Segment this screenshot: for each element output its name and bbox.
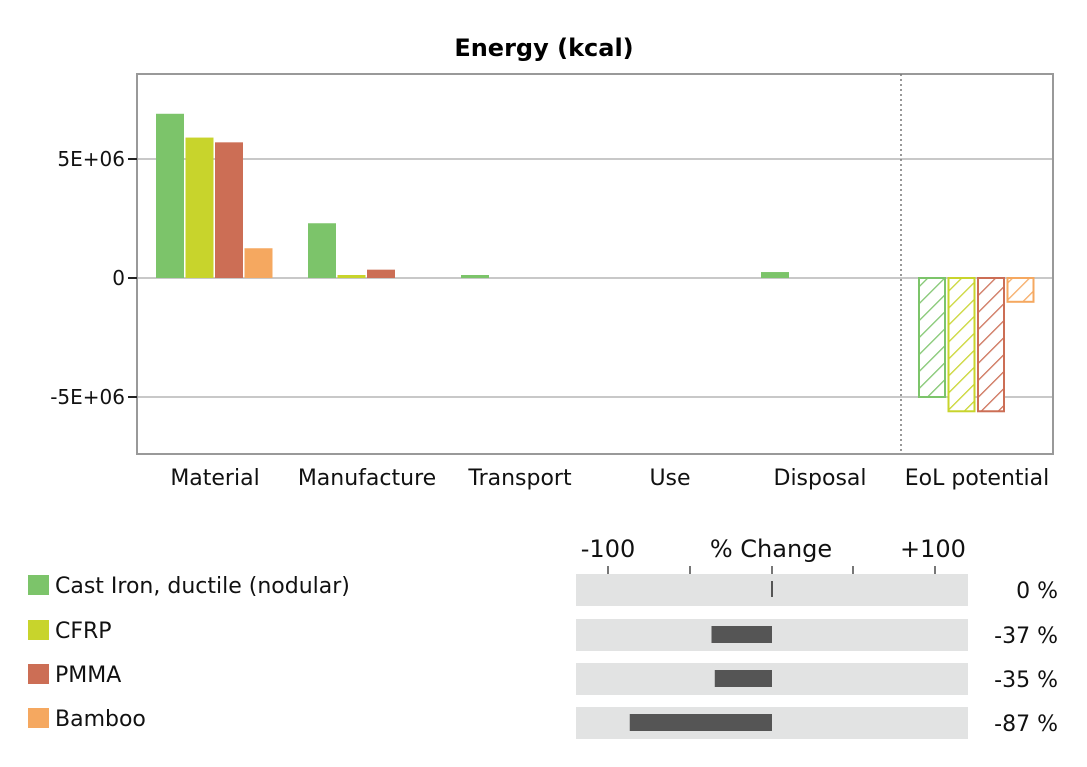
legend-swatch [28,575,49,595]
pct-value-label: -35 % [994,668,1058,693]
y-axis: 5E+06 0 -5E+06 [50,147,137,409]
x-category-label: Use [649,466,690,491]
x-category-label: Disposal [774,466,867,491]
percent-change-panel: -100 % Change +100 0 % -37 % -35 % -87 % [576,535,1058,739]
bar-material-0 [156,113,184,278]
pct-bar [714,670,772,687]
bar-material-3 [244,248,273,278]
bars [156,113,1035,413]
bar-disposal-0 [761,272,789,278]
bar-eol-potential-3 [1006,277,1035,303]
legend-swatch [28,620,49,640]
bar-eol-potential-2 [977,277,1005,413]
pct-value-label: -37 % [994,624,1058,649]
y-tick-label: 0 [112,266,125,290]
x-category-label: Manufacture [298,466,436,491]
legend: Cast Iron, ductile (nodular) CFRP PMMA Bamb… [28,574,350,732]
pct-min-label: -100 [581,535,635,563]
legend-label: Cast Iron, ductile (nodular) [55,574,350,599]
legend-label: CFRP [55,619,112,644]
x-category-label: EoL potential [905,466,1049,491]
bar-material-1 [185,137,214,278]
grid-lines [137,158,1053,398]
pct-value-label: 0 % [1016,579,1058,604]
pct-axis-label: % Change [710,535,832,563]
pct-value-label: -87 % [994,712,1058,737]
bar-material-2 [215,142,243,278]
x-category-label: Transport [467,466,572,491]
bar-eol-potential-1 [947,277,976,413]
x-category-label: Material [170,466,259,491]
legend-label: Bamboo [55,707,146,732]
pct-max-label: +100 [900,535,966,563]
y-tick-label: 5E+06 [57,147,125,171]
x-axis: Material Manufacture Transport Use Disposal E… [170,466,1049,491]
pct-bar [629,714,772,731]
bar-transport-0 [461,275,489,278]
plot-frame [136,73,1054,455]
legend-swatch [28,664,49,684]
pct-bar [711,626,772,643]
legend-label: PMMA [55,663,121,688]
chart-title: Energy (kcal) [454,34,633,62]
bar-manufacture-0 [308,223,336,278]
y-tick-label: -5E+06 [50,385,125,409]
bar-eol-potential-0 [918,277,946,398]
legend-swatch [28,708,49,728]
bar-manufacture-2 [367,269,395,278]
bar-manufacture-1 [337,275,366,278]
